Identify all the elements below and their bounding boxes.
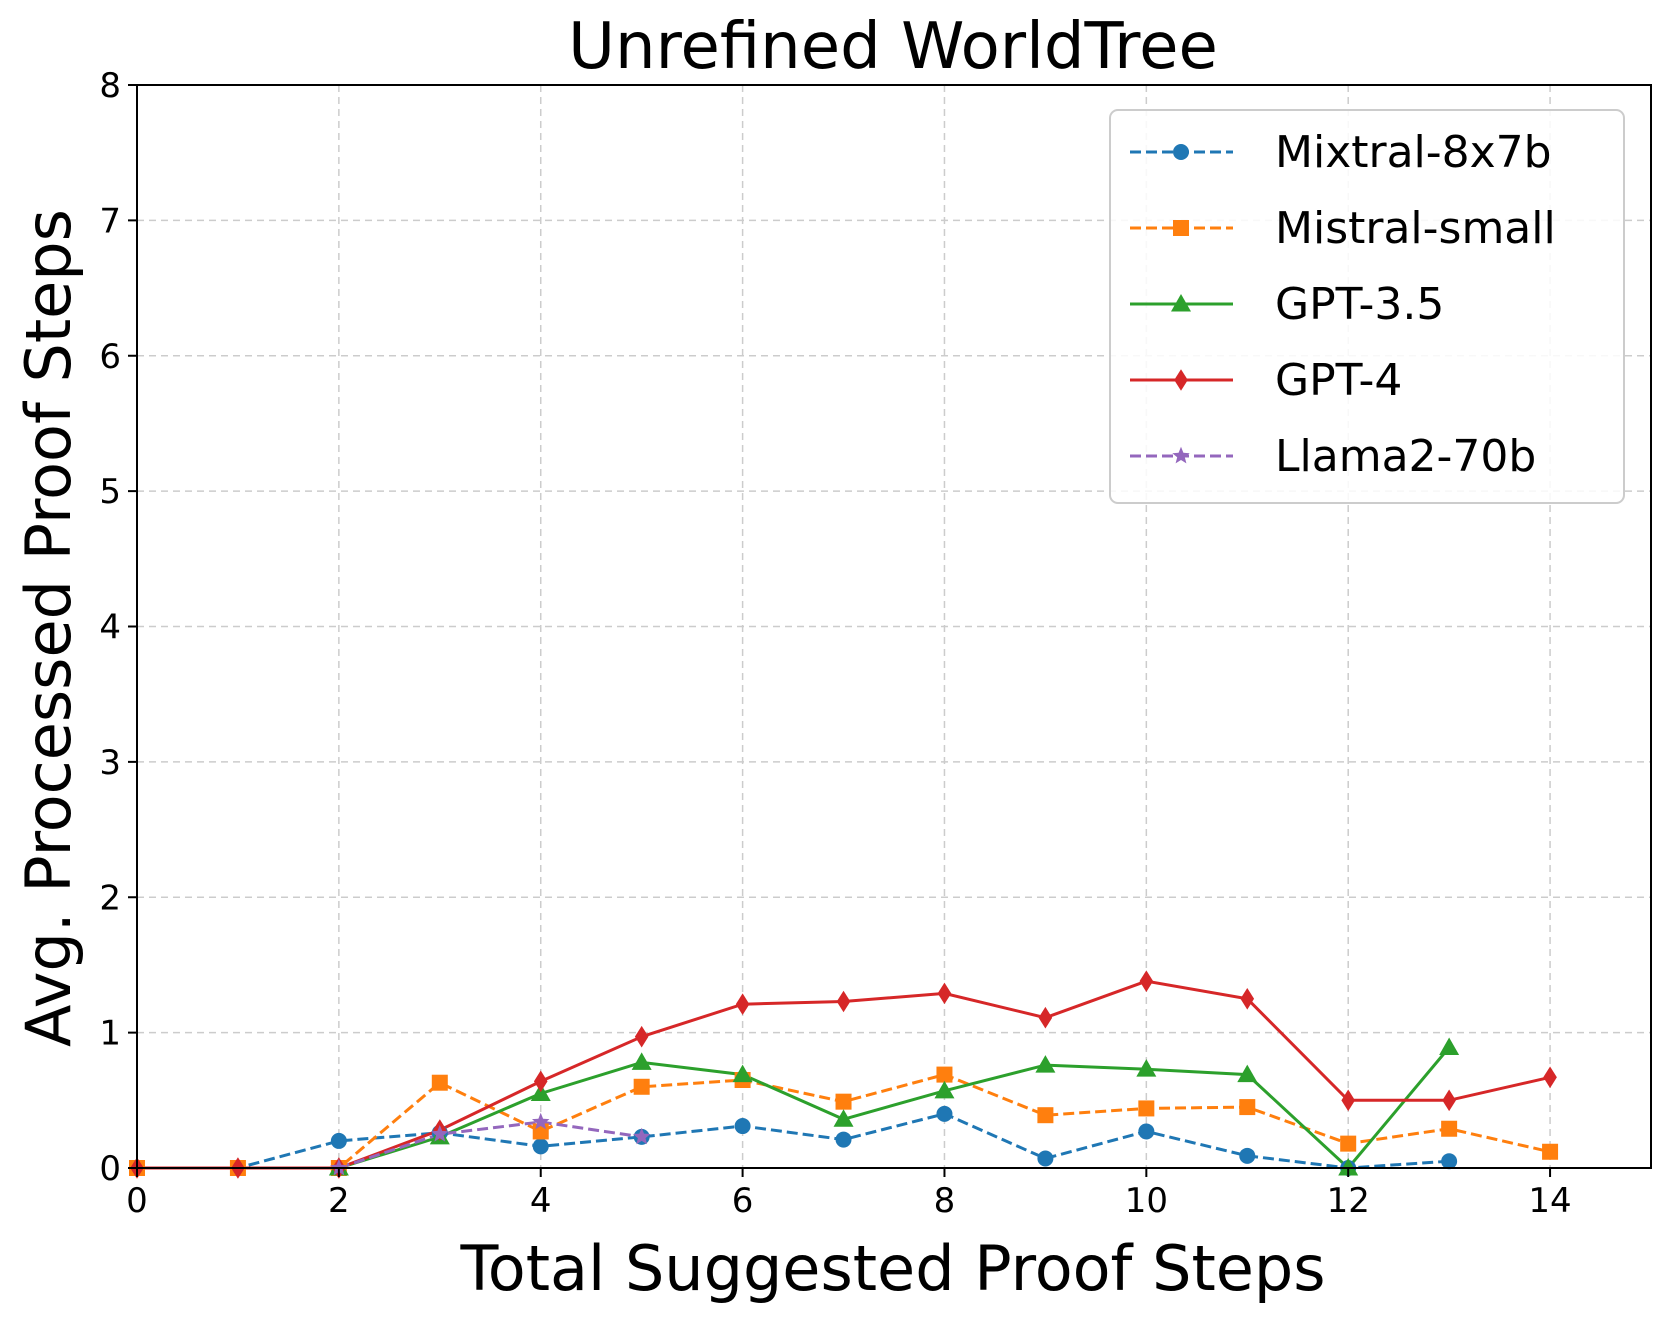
x-tick-label: 2 <box>328 1181 350 1221</box>
legend-marker-2 <box>1171 294 1191 312</box>
y-tick-label: 3 <box>99 743 121 783</box>
data-point-3-13 <box>1442 1089 1456 1112</box>
y-tick-label: 4 <box>99 608 121 648</box>
data-point-3-4 <box>533 1070 548 1093</box>
y-tick-label: 8 <box>99 66 121 106</box>
data-point-2-9 <box>1237 1064 1258 1083</box>
data-point-0-7 <box>835 1131 852 1148</box>
data-point-2-6 <box>934 1080 955 1099</box>
data-point-3-9 <box>1038 1006 1053 1029</box>
data-point-0-9 <box>1037 1150 1054 1167</box>
legend-marker-4 <box>1172 446 1190 464</box>
data-point-0-2 <box>330 1132 347 1149</box>
x-tick-label: 0 <box>126 1181 148 1221</box>
data-point-4-3 <box>632 1127 651 1145</box>
series-line-4 <box>338 1120 642 1170</box>
legend-label-4: Llama2-70b <box>1275 431 1536 482</box>
data-point-2-3 <box>631 1052 652 1070</box>
legend-marker-3 <box>1174 369 1188 391</box>
data-point-0-8 <box>936 1105 953 1122</box>
data-point-1-7 <box>835 1093 852 1110</box>
data-point-3-6 <box>735 993 750 1015</box>
data-point-3-7 <box>836 990 851 1013</box>
data-point-2-5 <box>833 1109 854 1127</box>
data-point-1-10 <box>1138 1100 1155 1117</box>
legend: Mixtral-8x7b Mistral-small GPT-3.5 GPT-4 Lla… <box>1109 109 1625 504</box>
y-tick-label: 6 <box>99 337 121 377</box>
legend-box <box>1109 109 1625 504</box>
x-tick-label: 10 <box>1125 1181 1168 1221</box>
series-markers <box>129 970 1559 1179</box>
data-point-1-14 <box>1542 1143 1559 1160</box>
data-point-1-5 <box>633 1078 650 1095</box>
x-tick-label: 14 <box>1528 1181 1571 1221</box>
data-point-2-7 <box>1035 1055 1056 1073</box>
data-point-3-11 <box>1240 987 1255 1010</box>
x-tick-label: 12 <box>1327 1181 1370 1221</box>
x-tick-label: 4 <box>530 1181 552 1221</box>
data-point-4-2 <box>532 1112 550 1130</box>
data-point-3-14 <box>1543 1066 1557 1089</box>
data-point-0-11 <box>1239 1147 1256 1164</box>
data-point-2-11 <box>1439 1037 1460 1056</box>
data-point-2-8 <box>1136 1059 1157 1077</box>
data-point-1-11 <box>1239 1099 1256 1116</box>
data-point-0-10 <box>1138 1123 1155 1140</box>
data-point-3-12 <box>1341 1089 1355 1112</box>
x-tick-label: 8 <box>934 1181 956 1221</box>
y-axis-ticks: 0 1 2 3 4 5 6 7 8 <box>99 66 137 1189</box>
data-point-0-13 <box>1441 1153 1458 1170</box>
legend-marker-1 <box>1173 220 1189 236</box>
x-tick-label: 6 <box>732 1181 754 1221</box>
legend-label-0: Mixtral-8x7b <box>1275 127 1552 178</box>
y-tick-label: 0 <box>99 1149 121 1189</box>
data-point-2-10 <box>1338 1158 1359 1176</box>
data-point-4-1 <box>431 1125 449 1142</box>
y-axis-title: Avg. Processed Proof Steps <box>12 209 85 1047</box>
data-point-2-4 <box>732 1064 753 1083</box>
series-line-0 <box>137 1112 1450 1170</box>
data-point-3-10 <box>1139 970 1154 992</box>
x-axis-title: Total Suggested Proof Steps <box>459 1232 1325 1305</box>
y-tick-label: 5 <box>99 472 121 512</box>
data-point-1-8 <box>936 1066 953 1083</box>
chart-title: Unrefined WorldTree <box>568 10 1218 84</box>
legend-marker-0 <box>1173 144 1189 160</box>
data-point-0-6 <box>734 1118 751 1135</box>
data-point-3-8 <box>937 982 952 1005</box>
data-point-3-5 <box>634 1025 649 1048</box>
x-axis-ticks: 0 2 4 6 8 10 12 14 <box>126 1168 1572 1221</box>
y-tick-label: 2 <box>99 878 121 918</box>
legend-label-3: GPT-4 <box>1275 355 1402 406</box>
data-point-1-12 <box>1340 1135 1357 1152</box>
data-point-2-2 <box>530 1083 551 1102</box>
data-point-1-9 <box>1037 1107 1054 1124</box>
legend-label-2: GPT-3.5 <box>1275 279 1444 330</box>
series-line-2 <box>338 1046 1451 1171</box>
legend-label-1: Mistral-small <box>1275 203 1556 254</box>
y-tick-label: 1 <box>99 1014 121 1054</box>
data-point-0-4 <box>532 1138 549 1155</box>
y-tick-label: 7 <box>99 201 121 241</box>
data-point-1-13 <box>1441 1120 1458 1137</box>
data-point-1-3 <box>431 1074 448 1091</box>
